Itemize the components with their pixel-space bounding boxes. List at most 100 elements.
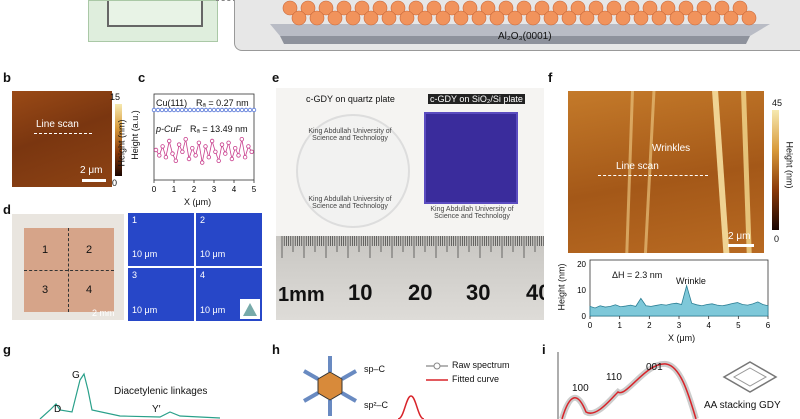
- copper-foil: 1 2 3 4: [24, 228, 114, 312]
- panel-a-connector: [216, 0, 236, 41]
- cuf-data-point: [173, 158, 178, 163]
- cuf-data-point: [180, 149, 185, 154]
- panel-label-b: b: [3, 70, 11, 85]
- atom: [552, 0, 568, 16]
- quadrant-4: 4: [86, 284, 93, 296]
- cu-data-point: [195, 107, 201, 113]
- atom: [489, 10, 505, 26]
- sub-scale-3: 10 μm: [132, 305, 158, 315]
- ruler-label-40: 40: [526, 280, 544, 305]
- cu-label: Cu(111): [156, 98, 188, 108]
- cu-data-point: [171, 107, 177, 113]
- atom: [525, 10, 541, 26]
- panel-label-f: f: [548, 70, 553, 85]
- panel-h-peak: [397, 395, 425, 419]
- sub-label-3: 3: [132, 270, 138, 280]
- f-ytick-label: 0: [582, 312, 587, 321]
- cuf-data-point: [193, 153, 198, 158]
- cuf-label: p-CuF: [156, 124, 182, 134]
- atom: [399, 10, 415, 26]
- c-xtick-label: 3: [212, 185, 217, 194]
- cuf-data-point: [186, 156, 192, 162]
- panel-d-optical-grid: 1 2 3 4 10 μm 10 μm 10 μm 10 μm: [128, 213, 262, 321]
- f-colorbar-max: 45: [772, 98, 783, 108]
- atom: [705, 10, 721, 26]
- panel-h-legend: [426, 362, 448, 381]
- atom: [579, 10, 595, 26]
- cuf-data-point: [176, 142, 182, 147]
- c-xtick-label: 5: [252, 185, 257, 194]
- cuf-data-point: [206, 154, 211, 160]
- panel-i-plot: [557, 352, 699, 419]
- colorbar-title: Height (nm): [116, 119, 127, 167]
- c-xlabel: X (μm): [184, 197, 212, 207]
- ruler-label-1mm: 1mm: [278, 284, 325, 306]
- atom: [723, 10, 739, 26]
- panel-a-device-left: [88, 0, 218, 42]
- ruler-label-20: 20: [408, 280, 433, 305]
- cuf-data-point: [223, 151, 228, 156]
- c-xtick-label: 1: [172, 185, 177, 194]
- atom: [597, 10, 613, 26]
- atom: [354, 0, 370, 16]
- panel-f-colorbar: [772, 110, 779, 230]
- kaust-logo-bottom: King Abdullah University of Science and …: [308, 196, 392, 210]
- aa-stacking-label: AA stacking GDY: [704, 400, 781, 411]
- c-xtick-label: 2: [192, 185, 197, 194]
- sio2-plate: [424, 112, 518, 204]
- ruler: [276, 236, 544, 320]
- cu-data-point: [183, 107, 189, 113]
- kaust-logo-top: King Abdullah University of Science and …: [308, 128, 392, 142]
- quadrant-1: 1: [42, 244, 49, 256]
- panel-h-structure: [303, 356, 357, 416]
- panel-b-afm-image: Line scan 2 μm: [12, 91, 112, 187]
- quadrant-3: 3: [42, 284, 49, 296]
- cu-data-point: [155, 107, 161, 113]
- cu-data-point: [211, 107, 217, 113]
- atom: [669, 10, 685, 26]
- atom: [336, 0, 352, 16]
- atom: [291, 10, 307, 26]
- legend-fit: Fitted curve: [452, 374, 500, 384]
- line-scan-line: [34, 133, 92, 134]
- sub-label-4: 4: [200, 270, 206, 280]
- cu-data-point: [235, 107, 241, 113]
- atom: [417, 10, 433, 26]
- atom: [471, 10, 487, 26]
- panel-a-atom-lattice: [270, 0, 770, 44]
- sp2-label: sp²–C: [364, 400, 389, 410]
- atom: [300, 0, 316, 16]
- atom: [615, 10, 631, 26]
- atom: [678, 0, 694, 16]
- cu-data-point: [231, 107, 237, 113]
- f-wrinkle: Wrinkle: [676, 276, 706, 286]
- cu-data-point: [227, 107, 233, 113]
- peak-d: D: [54, 404, 62, 415]
- cu-data-point: [159, 107, 165, 113]
- line-scan-label: Line scan: [36, 119, 79, 130]
- substrate-label: Al₂O₃(0001): [498, 31, 552, 42]
- atom: [588, 0, 604, 16]
- cu-data-point: [191, 107, 197, 113]
- cuf-data-point: [232, 146, 238, 151]
- atom: [408, 0, 424, 16]
- gdy-structure-icon: [722, 361, 778, 393]
- atom: [480, 0, 496, 16]
- f-scale-bar: [728, 244, 754, 247]
- atom: [309, 10, 325, 26]
- atom: [687, 10, 703, 26]
- optical-image-3: [128, 268, 194, 321]
- panel-label-e: e: [272, 70, 280, 85]
- cuf-data-point: [236, 153, 241, 158]
- atom: [444, 0, 460, 16]
- atom: [651, 10, 667, 26]
- atom: [660, 0, 676, 16]
- panel-e-photo: c-GDY on quartz plate c-GDY on SiO₂/Si p…: [276, 88, 544, 320]
- panel-b-colorbar: [115, 104, 122, 176]
- f-xtick-label: 2: [647, 321, 652, 330]
- atom: [624, 0, 640, 16]
- cu-data-point: [219, 107, 225, 113]
- atom: [561, 10, 577, 26]
- cuf-data-point: [163, 154, 169, 160]
- f-dh: ΔH = 2.3 nm: [612, 270, 663, 280]
